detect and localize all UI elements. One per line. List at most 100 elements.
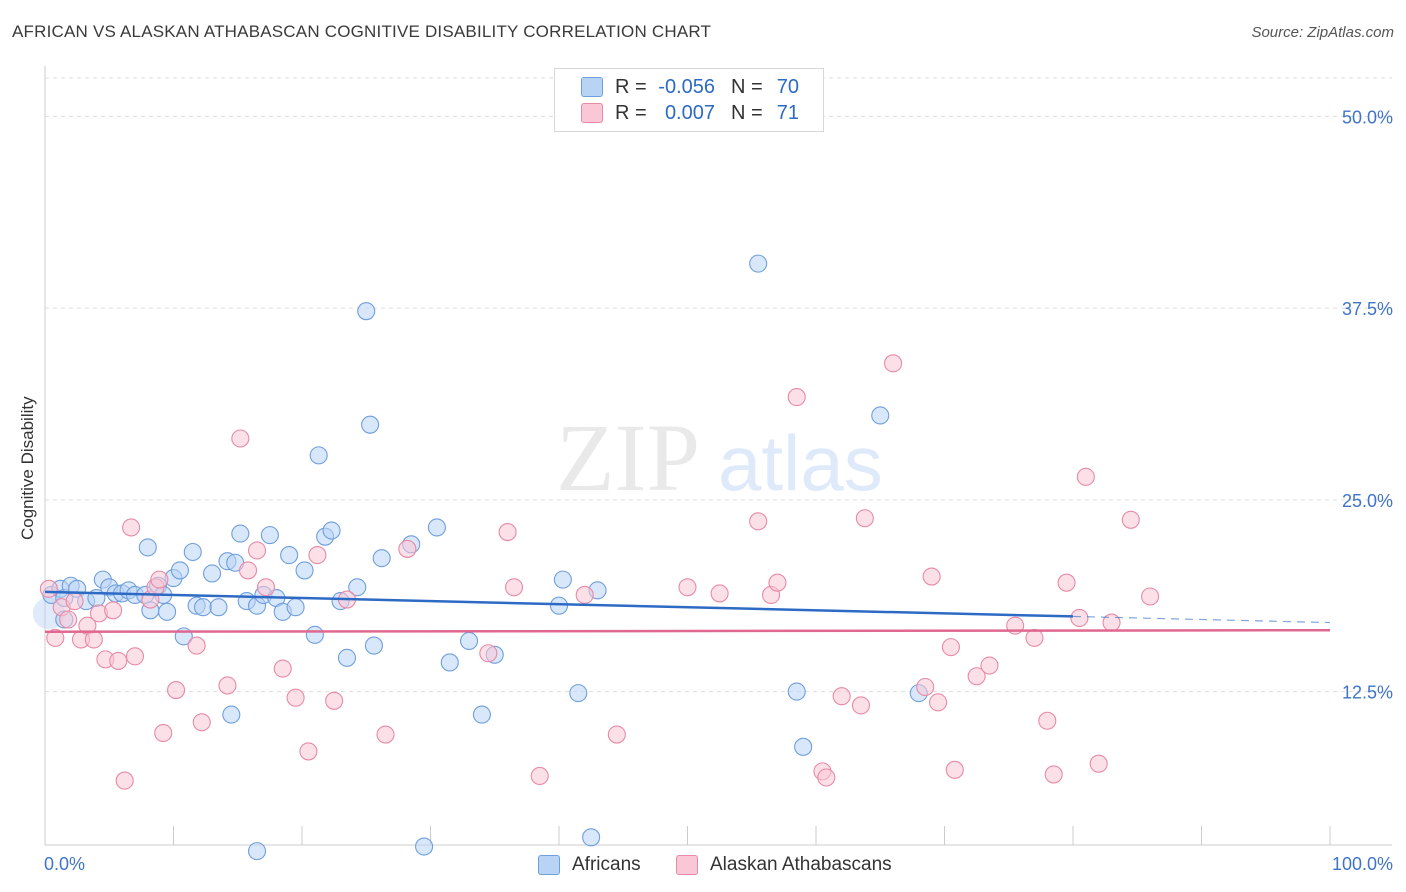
africans-point [231,524,250,543]
alaskan-point [299,742,318,761]
alaskan-swatch [676,855,698,875]
alaskan-point [1057,573,1076,592]
alaskan-point [575,585,594,605]
africans-swatch [538,855,560,875]
africans-point [209,598,228,617]
africans-trend-line [44,590,1074,618]
alaskan-point [980,656,999,675]
y-tick-label: 37.5% [1342,299,1393,319]
alaskan-point [218,676,237,695]
alaskan-point [941,638,960,657]
alaskan-point [84,630,103,649]
alaskan-point [122,518,141,537]
alaskan-point [125,647,144,666]
africans-point [348,578,367,597]
alaskan-point [1141,587,1160,606]
alaskan-point [308,546,327,565]
africans-point [794,737,813,756]
africans-point [787,682,806,701]
alaskan-point [231,429,250,448]
watermark-atlas: atlas [718,419,883,507]
y-tick-label: 12.5% [1342,683,1393,703]
alaskan-point [256,578,276,597]
data-points [32,254,1160,861]
africans-point [337,648,357,667]
alaskan-point [945,760,964,779]
africans-point [372,549,391,568]
africans-point [440,653,459,672]
africans-point [286,598,305,617]
alaskan-point [851,696,871,715]
n-label: N = [731,101,763,124]
alaskan-point [192,713,211,732]
africans-point [170,561,189,580]
africans-point [194,598,213,617]
alaskan-point [273,659,292,678]
legend-item-alaskan[interactable]: Alaskan Athabascans [676,852,892,878]
alaskan-point [479,644,498,663]
africans-swatch [581,77,603,97]
tick-labels: 12.5% 25.0% 37.5% 50.0% 0.0% 100.0% [44,107,1393,874]
alaskan-point [65,592,84,611]
legend-row-africans: R = -0.056 N = 70 [581,74,799,100]
alaskan-point [678,578,697,597]
africans-point [203,564,222,583]
x-tick-label: 100.0% [1332,854,1393,874]
alaskan-point [787,388,806,407]
legend-label: Africans [572,854,641,875]
alaskan-point [1025,628,1044,647]
alaskan-point [916,677,935,697]
alaskan-point [59,610,78,629]
alaskan-point [922,567,941,586]
alaskan-point [150,570,169,589]
africans-point [549,596,569,615]
watermark: ZIP atlas [556,404,883,511]
africans-point [364,636,384,655]
alaskan-point [109,651,128,670]
africans-point [415,837,434,856]
africans-trend-extension [1072,615,1331,624]
y-tick-label: 50.0% [1342,107,1393,127]
africans-point [357,302,376,321]
alaskan-trend-line [44,628,1331,634]
axes [44,66,1392,846]
africans-point [305,625,324,644]
alaskan-point [167,681,186,700]
africans-point [553,570,572,589]
legend-row-alaskan: R = 0.007 N = 71 [581,100,799,126]
africans-point [247,842,267,861]
legend-label: Alaskan Athabascans [710,854,892,875]
correlation-legend: R = -0.056 N = 70 R = 0.007 N = 71 [554,68,824,132]
alaskan-point [832,687,851,706]
africans-point [183,542,202,562]
africans-point [569,684,588,703]
africans-point [472,705,491,724]
africans-point [871,406,890,425]
n-label: N = [731,75,763,98]
alaskan-point [749,512,768,531]
alaskan-point [855,509,874,528]
africans-point [222,705,241,724]
alaskan-point [504,578,524,597]
africans-point [322,521,341,540]
alaskan-point [104,601,123,620]
alaskan-point [1044,765,1063,784]
alaskan-point [768,573,787,592]
africans-point [295,561,314,580]
r-value: -0.056 [658,75,715,98]
legend-item-africans[interactable]: Africans [538,852,641,878]
alaskan-point [46,628,65,647]
alaskan-point [530,766,549,786]
alaskan-point [1089,754,1108,773]
alaskan-point [1038,711,1057,730]
alaskan-point [325,691,344,710]
alaskan-point [398,539,417,558]
alaskan-point [39,579,58,598]
africans-point [582,828,601,847]
r-label: R = [615,101,647,124]
africans-point [138,538,157,557]
africans-point [427,518,446,537]
africans-point [309,446,328,465]
alaskan-point [115,771,134,790]
